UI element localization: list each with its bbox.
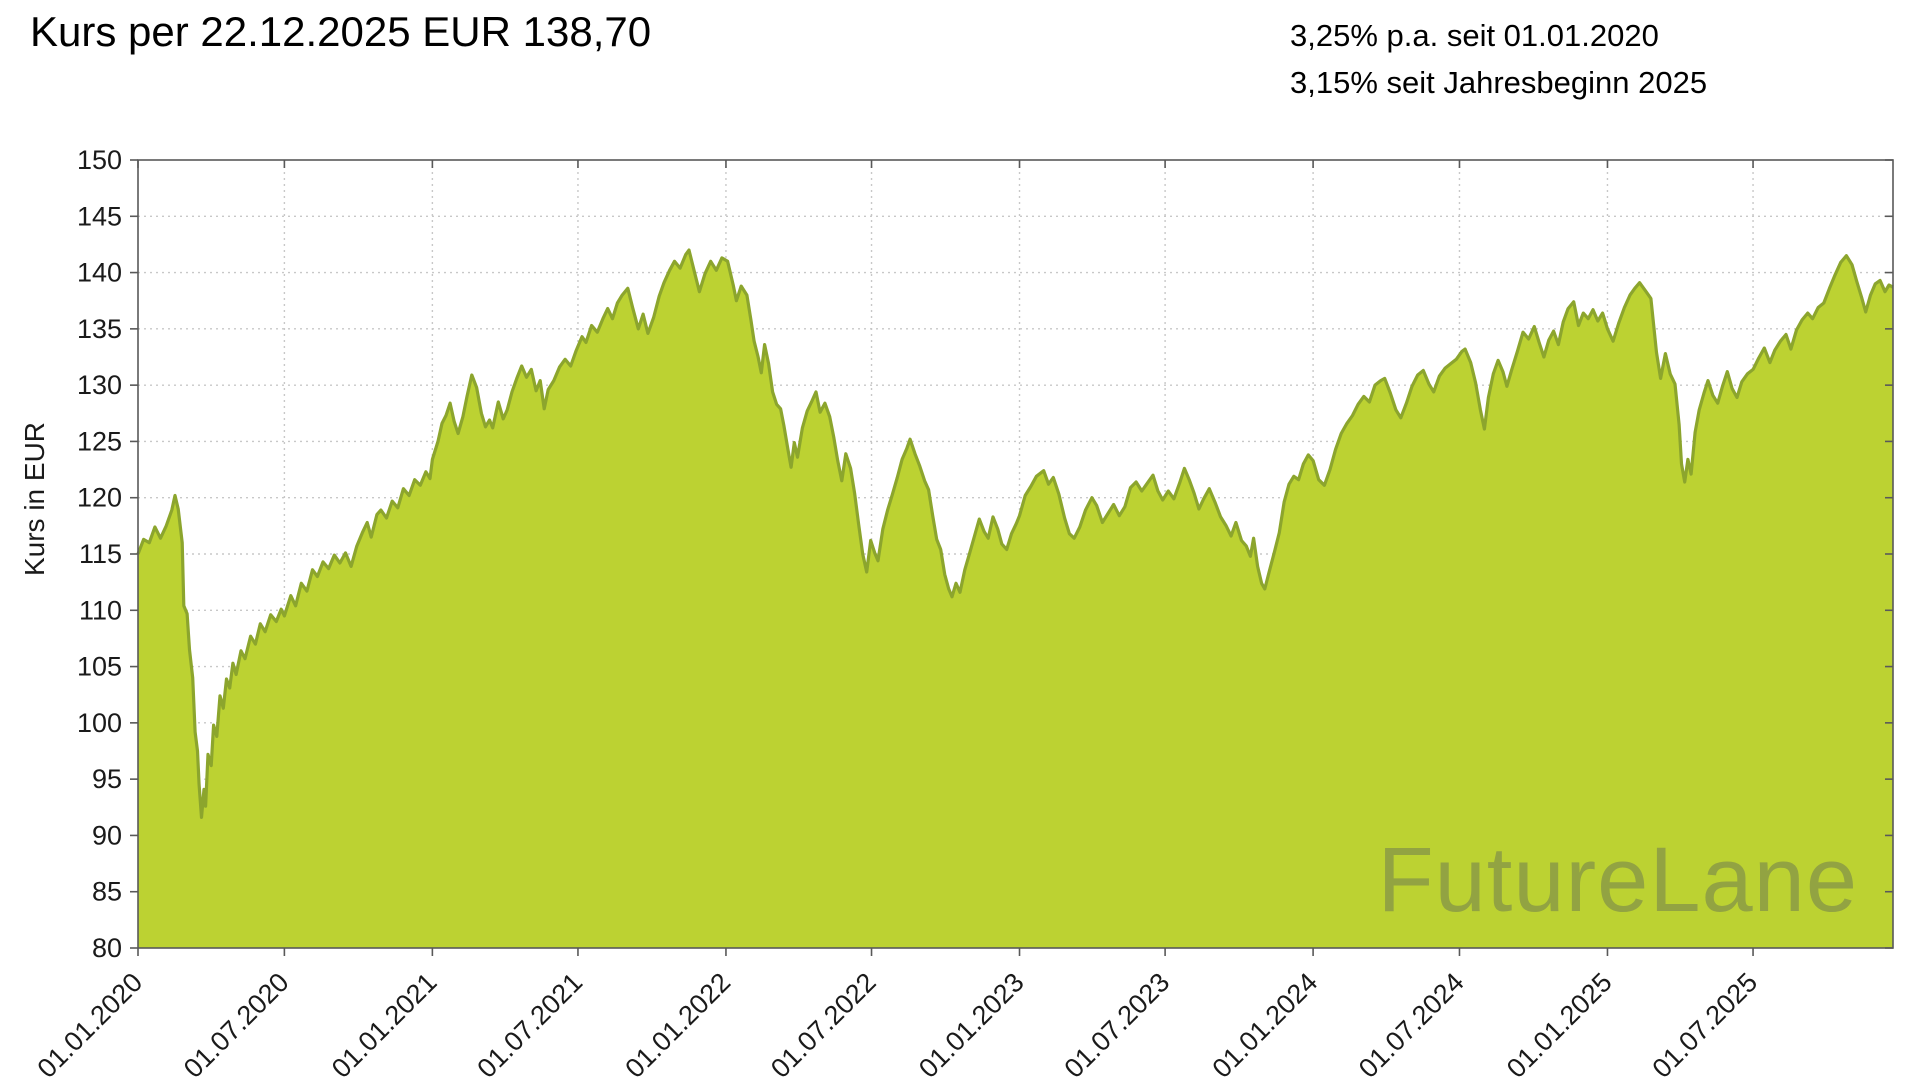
y-tick-label: 150 [77,145,122,175]
x-tick-label: 01.01.2024 [1207,967,1324,1080]
watermark: FutureLane [1377,829,1858,931]
area-series-fill [138,250,1893,949]
x-tick-label: 01.07.2024 [1353,967,1470,1080]
x-tick-label: 01.01.2025 [1501,967,1618,1080]
x-tick-label: 01.01.2020 [31,967,148,1080]
y-tick-label: 125 [77,426,122,456]
y-tick-label: 130 [77,370,122,400]
y-tick-label: 115 [79,539,122,569]
y-tick-label: 110 [79,595,122,625]
annotation-performance-pa: 3,25% p.a. seit 01.01.2020 [1290,18,1659,53]
x-tick-label: 01.01.2022 [619,967,736,1080]
area-series-outline [136,248,1894,819]
y-tick-label: 85 [92,877,122,907]
y-tick-label: 145 [77,201,122,231]
y-axis-title: Kurs in EUR [19,422,50,576]
y-tick-label: 140 [77,258,122,288]
y-tick-label: 105 [77,652,122,682]
annotation-performance-ytd: 3,15% seit Jahresbeginn 2025 [1290,65,1708,100]
x-tick-label: 01.01.2021 [326,967,443,1080]
performance-annotations: 3,25% p.a. seit 01.01.2020 3,15% seit Ja… [1290,12,1707,106]
x-tick-label: 01.07.2021 [471,967,588,1080]
x-tick-label: 01.07.2023 [1059,967,1176,1080]
x-tick-label: 01.07.2025 [1647,967,1764,1080]
x-tick-label: 01.01.2023 [913,967,1030,1080]
page-title: Kurs per 22.12.2025 EUR 138,70 [30,8,652,55]
y-tick-label: 100 [77,708,122,738]
y-tick-label: 90 [92,820,122,850]
x-tick-label: 01.07.2020 [178,967,295,1080]
y-tick-label: 135 [77,314,122,344]
y-tick-label: 80 [92,933,122,963]
y-tick-label: 120 [77,483,122,513]
y-tick-label: 95 [92,764,122,794]
x-tick-label: 01.07.2022 [765,967,882,1080]
